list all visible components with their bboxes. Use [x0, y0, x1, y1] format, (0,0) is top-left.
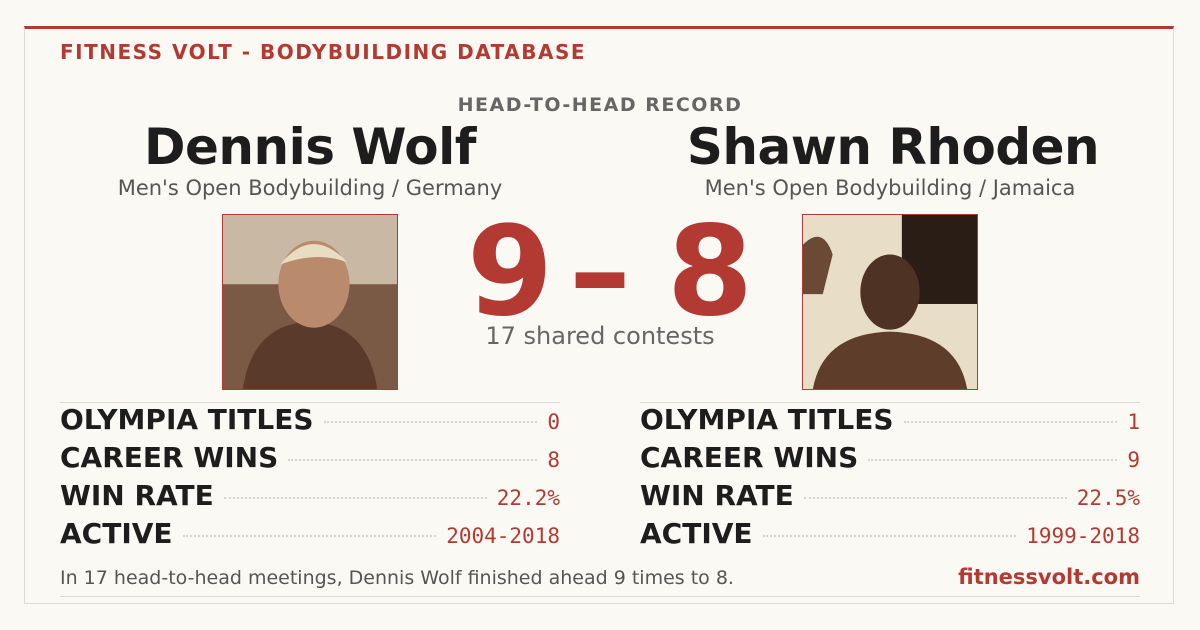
- leader: [182, 535, 437, 537]
- stat-row: WIN RATE 22.2%: [60, 479, 560, 517]
- divider: [60, 596, 1140, 597]
- stat-label: CAREER WINS: [60, 441, 279, 474]
- leader: [903, 421, 1118, 423]
- stat-row: ACTIVE 1999-2018: [640, 517, 1140, 555]
- stat-label: WIN RATE: [640, 479, 794, 512]
- leader: [288, 459, 538, 461]
- stat-row: CAREER WINS 8: [60, 441, 560, 479]
- stat-label: OLYMPIA TITLES: [60, 403, 314, 436]
- stat-label: CAREER WINS: [640, 441, 859, 474]
- site: fitnessvolt.com: [958, 565, 1140, 589]
- score-caption: 17 shared contests: [485, 322, 715, 350]
- stat-label: ACTIVE: [60, 517, 173, 550]
- stat-label: WIN RATE: [60, 479, 214, 512]
- stat-label: OLYMPIA TITLES: [640, 403, 894, 436]
- stat-row: CAREER WINS 9: [640, 441, 1140, 479]
- stat-value: 22.5%: [1076, 486, 1140, 510]
- stat-row: OLYMPIA TITLES 1: [640, 403, 1140, 441]
- score-separator: –: [569, 200, 631, 344]
- leader: [323, 421, 538, 423]
- leader: [223, 497, 487, 499]
- stats-left: OLYMPIA TITLES 0 CAREER WINS 8 WIN RATE 22.2%…: [60, 402, 560, 555]
- athlete-name: Shawn Rhoden: [686, 118, 1100, 176]
- stat-value: 9: [1127, 448, 1140, 472]
- frame: [24, 26, 1174, 604]
- stat-value: 8: [547, 448, 560, 472]
- stat-row: ACTIVE 2004-2018: [60, 517, 560, 555]
- stat-value: 1: [1127, 410, 1140, 434]
- leader: [803, 497, 1067, 499]
- stats-right: OLYMPIA TITLES 1 CAREER WINS 9 WIN RATE 22.5%…: [640, 402, 1140, 555]
- score-right: 8: [666, 200, 754, 344]
- stat-label: ACTIVE: [640, 517, 753, 550]
- athlete-subtitle: Men's Open Bodybuilding / Jamaica: [704, 176, 1076, 200]
- athlete-photo: [802, 214, 978, 390]
- stat-row: WIN RATE 22.5%: [640, 479, 1140, 517]
- leader: [868, 459, 1118, 461]
- stat-value: 1999-2018: [1026, 524, 1140, 548]
- athlete-name: Dennis Wolf: [143, 118, 477, 176]
- section-title: HEAD-TO-HEAD RECORD: [457, 94, 743, 116]
- stat-value: 2004-2018: [446, 524, 560, 548]
- stat-row: OLYMPIA TITLES 0: [60, 403, 560, 441]
- athlete-photo: [222, 214, 398, 390]
- stat-value: 22.2%: [496, 486, 560, 510]
- leader: [762, 535, 1017, 537]
- summary: In 17 head-to-head meetings, Dennis Wolf…: [60, 567, 734, 589]
- athlete-subtitle: Men's Open Bodybuilding / Germany: [117, 176, 503, 200]
- score-left: 9: [466, 200, 554, 344]
- stat-value: 0: [547, 410, 560, 434]
- brand: FITNESS VOLT - BODYBUILDING DATABASE: [60, 40, 587, 64]
